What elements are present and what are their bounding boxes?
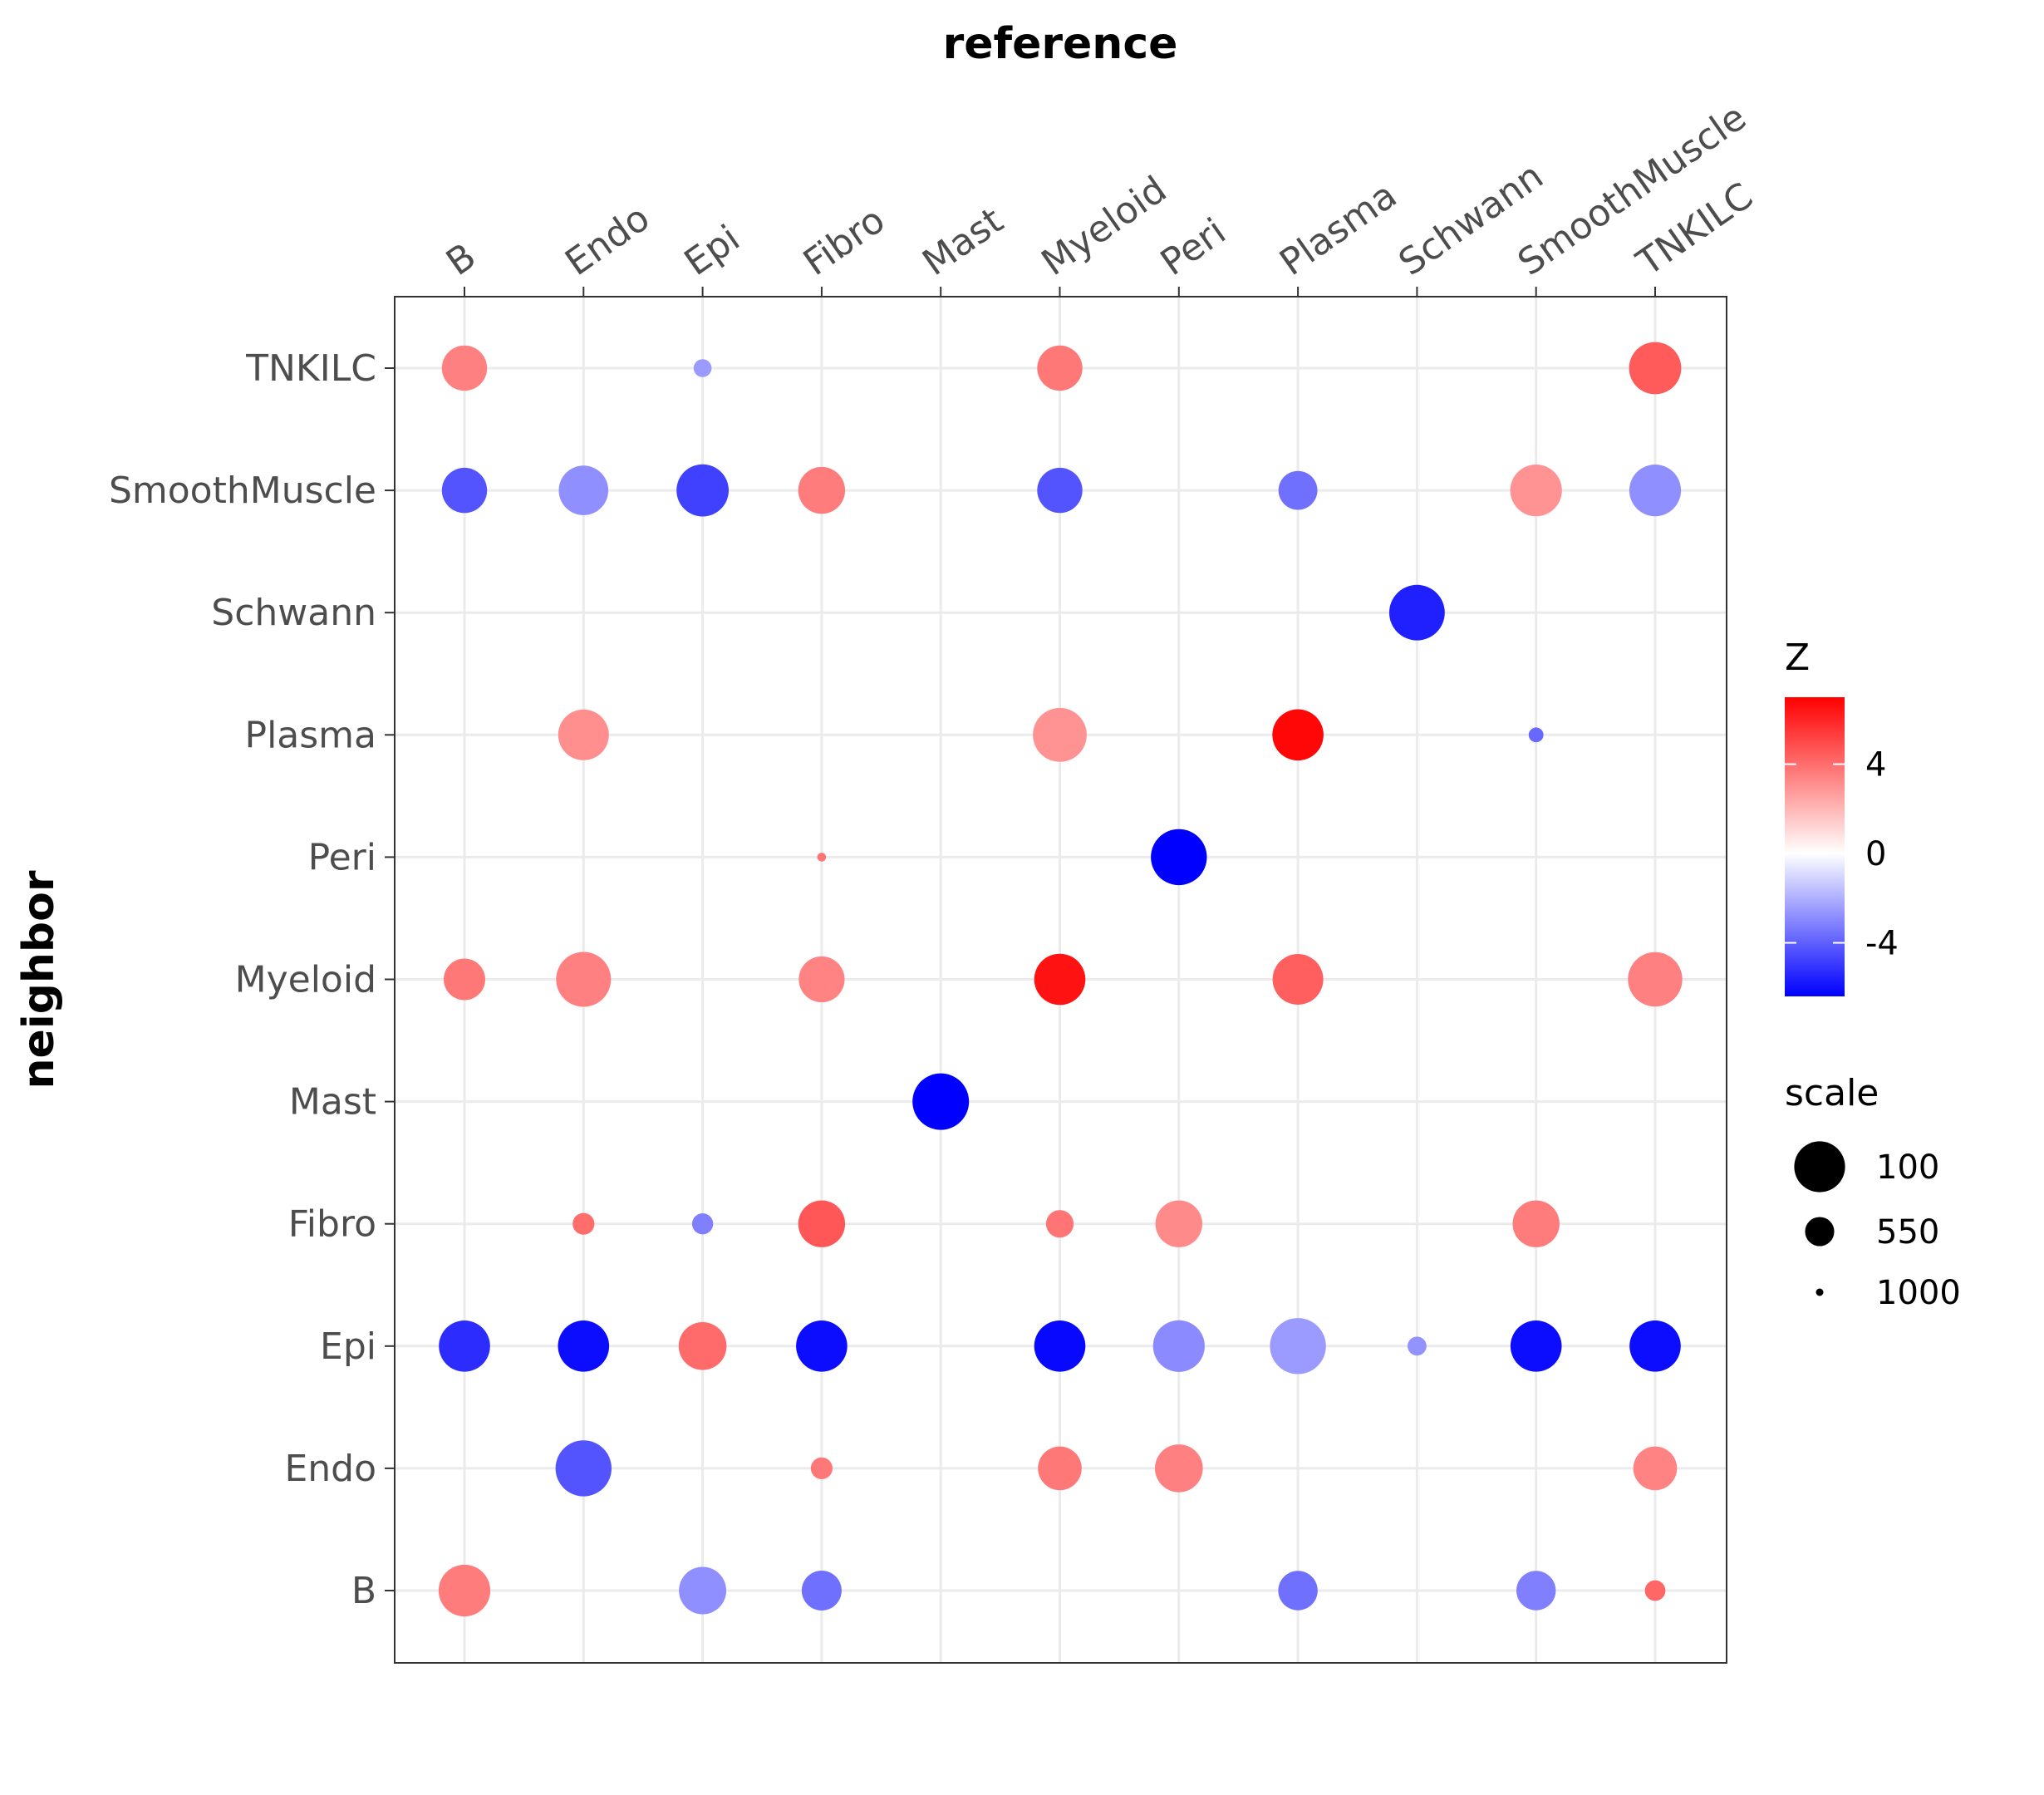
data-point (1152, 1320, 1205, 1372)
x-tick-label: B (439, 235, 484, 284)
x-tick-label: Myeloid (1034, 169, 1175, 284)
data-point (691, 1213, 714, 1235)
x-tick-label: Fibro (796, 199, 892, 284)
x-tick-label: Mast (915, 199, 1010, 284)
data-point (1528, 727, 1544, 743)
color-tick-label: 4 (1865, 746, 1886, 784)
data-point (1510, 465, 1562, 517)
size-legend-entries: 100 550 1000 (1794, 1141, 1961, 1312)
data-point (438, 1564, 491, 1617)
data-point (1037, 467, 1083, 514)
data-points (438, 342, 1683, 1617)
data-point (1644, 1580, 1666, 1601)
y-tick-label: B (351, 1570, 376, 1612)
y-tick-label: Mast (289, 1081, 376, 1124)
x-tick-label: Endo (558, 197, 657, 284)
data-point (810, 1457, 833, 1479)
data-point (1034, 953, 1086, 1006)
data-point (801, 1571, 842, 1611)
color-legend: Z 4 0 -4 (1785, 637, 1899, 996)
data-point (1270, 1318, 1326, 1375)
size-legend-label: 100 (1876, 1148, 1939, 1187)
size-legend-title: scale (1785, 1072, 1879, 1114)
x-tick-label: Peri (1153, 210, 1234, 284)
y-tick-label: TNKILC (245, 347, 376, 390)
data-point (1389, 584, 1445, 641)
data-point (817, 853, 827, 862)
data-point (679, 1566, 727, 1615)
data-point (1278, 470, 1318, 510)
data-point (1629, 1320, 1681, 1372)
color-bar (1785, 697, 1845, 996)
data-point (1272, 709, 1324, 761)
data-point (796, 1320, 848, 1372)
y-tick-label: Myeloid (235, 959, 376, 1001)
data-point (1045, 1210, 1074, 1238)
data-point (912, 1073, 970, 1130)
y-tick-label: Epi (320, 1325, 376, 1368)
y-axis: B Endo Epi Fibro Mast Myeloid Peri Plasma Schwan… (109, 347, 395, 1612)
y-tick-label: Endo (284, 1448, 376, 1490)
data-point (1629, 465, 1682, 517)
data-point (676, 464, 729, 517)
data-point (1155, 1444, 1203, 1493)
data-point (558, 709, 609, 760)
y-tick-label: Plasma (245, 714, 376, 756)
data-point (1038, 1446, 1082, 1491)
data-point (555, 1440, 612, 1497)
color-tick-label: 0 (1865, 835, 1886, 873)
size-legend-dot (1805, 1217, 1835, 1247)
y-tick-label: Fibro (288, 1203, 376, 1246)
y-axis-title: neighbor (14, 870, 64, 1089)
y-tick-label: SmoothMuscle (109, 470, 376, 512)
data-point (556, 952, 612, 1007)
x-axis-title: reference (943, 19, 1178, 69)
y-tick-label: Peri (308, 836, 376, 878)
data-point (678, 1322, 727, 1370)
size-legend-dot (1794, 1141, 1845, 1193)
data-point (439, 1320, 490, 1372)
plot-panel (394, 296, 1727, 1664)
data-point (1151, 829, 1207, 886)
data-point (798, 466, 846, 514)
data-point (1272, 954, 1324, 1005)
data-point (1516, 1571, 1556, 1611)
data-point (1033, 707, 1087, 762)
data-point (1510, 1320, 1562, 1372)
size-legend-label: 550 (1876, 1213, 1939, 1252)
data-point (798, 956, 845, 1003)
data-point (558, 1320, 610, 1372)
data-point (558, 465, 609, 515)
data-point (1408, 1336, 1427, 1356)
size-legend-dot (1816, 1288, 1824, 1296)
color-tick-label: -4 (1865, 925, 1899, 963)
data-point (1034, 1320, 1086, 1372)
x-tick-label: Epi (677, 217, 748, 284)
data-point (693, 359, 712, 377)
data-point (1629, 342, 1682, 395)
x-tick-label: Plasma (1272, 174, 1404, 284)
y-tick-label: Schwann (211, 592, 376, 634)
color-legend-ticks: 4 0 -4 (1785, 746, 1899, 963)
data-point (1633, 1446, 1678, 1491)
data-point (441, 345, 488, 391)
data-point (444, 958, 485, 1001)
size-legend: scale 100 550 1000 (1785, 1072, 1961, 1312)
data-point (1512, 1200, 1560, 1247)
data-point (441, 467, 488, 514)
data-point (1037, 345, 1083, 391)
size-legend-label: 1000 (1876, 1274, 1961, 1312)
color-legend-title: Z (1785, 637, 1810, 679)
data-point (1628, 952, 1683, 1007)
data-point (798, 1200, 846, 1247)
data-point (1155, 1200, 1203, 1247)
data-point (1278, 1571, 1318, 1611)
data-point (572, 1212, 595, 1235)
